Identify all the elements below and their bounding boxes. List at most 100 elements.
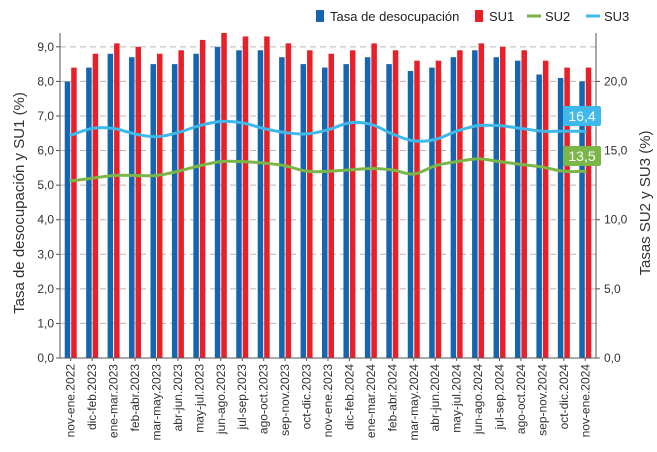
- x-tick-label: nov-ene.2023: [321, 364, 335, 438]
- line-su3: [69, 119, 587, 143]
- bar-su1: [242, 36, 249, 358]
- right-tick-labels: 0,0 5,0 10,0 15,0 20,0: [604, 74, 628, 365]
- x-tick-label: sep-nov.2024: [535, 364, 549, 436]
- x-tick-label: mar-may.2023: [149, 364, 163, 441]
- bar-su1: [328, 53, 334, 358]
- x-tick-label: jun-ago.2023: [214, 364, 228, 435]
- y-tick-label: 3,0: [37, 247, 54, 261]
- x-tick-label: jul-sep.2024: [493, 364, 507, 431]
- bar-tasa: [386, 64, 392, 359]
- legend-swatch: [316, 10, 324, 22]
- x-tick-label: oct-dic.2023: [300, 364, 314, 430]
- bar-su1: [114, 43, 120, 358]
- x-tick-label: sep-nov.2023: [278, 364, 292, 436]
- callout-box: [563, 146, 601, 166]
- legend-label: SU1: [489, 9, 514, 24]
- x-tick-label: feb-abr.2024: [385, 364, 399, 432]
- callout-label: 16,4: [568, 108, 595, 124]
- bar-su1: [92, 53, 99, 358]
- y2-tick-label: 10,0: [604, 213, 628, 227]
- bar-su1: [178, 50, 184, 359]
- bar-tasa: [493, 57, 500, 359]
- bar-tasa: [322, 67, 328, 359]
- callout-label: 13,5: [568, 148, 595, 164]
- bar-su1: [500, 46, 506, 359]
- series-lines: [69, 119, 587, 183]
- y-tick-label: 1,0: [37, 316, 54, 330]
- y-tick-label: 8,0: [37, 74, 54, 88]
- bar-tasa: [236, 50, 242, 359]
- x-tick-label: ago-oct.2024: [514, 364, 528, 434]
- x-tick-label: nov-ene.2024: [578, 364, 592, 438]
- x-tick-label: nov-ene.2022: [64, 364, 78, 438]
- legend-label: SU2: [545, 9, 570, 24]
- bar-su1: [71, 67, 77, 359]
- x-tick-label: feb-abr.2023: [128, 364, 142, 432]
- x-tick-label: may-jul.2023: [192, 364, 206, 433]
- left-tick-labels: 0,0 1,0 2,0 3,0 4,0 5,0 6,0 7,0 8,0 9,0: [37, 40, 54, 365]
- bar-tasa: [193, 53, 199, 358]
- bars: [64, 33, 592, 359]
- legend-label: SU3: [604, 9, 629, 24]
- legend-label: Tasa de desocupación: [330, 9, 459, 24]
- y-tick-label: 7,0: [37, 109, 54, 123]
- bar-su1: [392, 50, 399, 359]
- bar-su1: [585, 67, 592, 359]
- bar-tasa: [514, 60, 521, 358]
- callout-box: [563, 106, 601, 126]
- x-tick-label: dic-feb.2023: [85, 364, 99, 430]
- bar-tasa: [300, 64, 307, 359]
- bar-su1: [349, 50, 356, 359]
- y-axis-title: Tasa de desocupación y SU1 (%): [11, 92, 28, 314]
- bar-tasa: [472, 50, 478, 359]
- y2-axis-title: Tasas SU2 y SU3 (%): [637, 130, 654, 275]
- bar-tasa: [64, 81, 71, 358]
- y2-tick-label: 20,0: [604, 74, 628, 88]
- x-tick-label: jul-sep.2023: [235, 364, 249, 431]
- bar-tasa: [150, 64, 156, 359]
- bar-tasa: [257, 50, 264, 359]
- x-tick-label: abr-jun.2023: [171, 364, 185, 432]
- bar-su1: [221, 33, 227, 358]
- bar-tasa: [279, 57, 285, 359]
- legend-swatch: [475, 10, 483, 22]
- bar-tasa: [364, 57, 371, 359]
- bar-su1: [457, 50, 463, 359]
- x-tick-label: abr-jun.2024: [428, 364, 442, 432]
- bar-su1: [307, 50, 313, 359]
- bar-su1: [156, 53, 163, 358]
- bar-su1: [371, 43, 377, 358]
- line-su2: [69, 157, 587, 183]
- y-tick-label: 6,0: [37, 144, 54, 158]
- bar-su1: [435, 60, 442, 358]
- y-tick-label: 2,0: [37, 282, 54, 296]
- bar-tasa: [407, 71, 414, 358]
- bar-su1: [414, 60, 420, 358]
- bar-su1: [285, 43, 292, 358]
- x-tick-label: jun-ago.2024: [471, 364, 485, 435]
- bar-su1: [199, 39, 206, 359]
- x-tick-label: mar-may.2024: [407, 364, 421, 441]
- y-tick-label: 5,0: [37, 178, 54, 192]
- x-tick-labels: nov-ene.2022 dic-feb.2023 ene-mar.2023 feb-…: [64, 358, 592, 441]
- x-tick-label: ago-oct.2023: [257, 364, 271, 434]
- bar-su1: [542, 60, 549, 358]
- bar-tasa: [536, 74, 542, 358]
- bar-su1: [264, 36, 270, 358]
- x-tick-label: oct-dic.2024: [557, 364, 571, 430]
- bar-tasa: [429, 67, 435, 359]
- bar-tasa: [129, 57, 135, 359]
- x-tick-label: ene-mar.2023: [107, 364, 121, 438]
- y-tick-label: 0,0: [37, 351, 54, 365]
- y2-tick-label: 0,0: [604, 351, 621, 365]
- x-tick-label: may-jul.2024: [450, 364, 464, 433]
- y2-tick-label: 5,0: [604, 282, 621, 296]
- bar-tasa: [579, 81, 585, 358]
- bar-su1: [478, 43, 485, 358]
- bar-tasa: [450, 57, 457, 359]
- bar-tasa: [107, 53, 114, 358]
- bar-tasa: [214, 46, 221, 359]
- x-tick-label: ene-mar.2024: [364, 364, 378, 438]
- callouts: 16,4 13,5: [563, 106, 601, 166]
- bar-tasa: [557, 77, 564, 358]
